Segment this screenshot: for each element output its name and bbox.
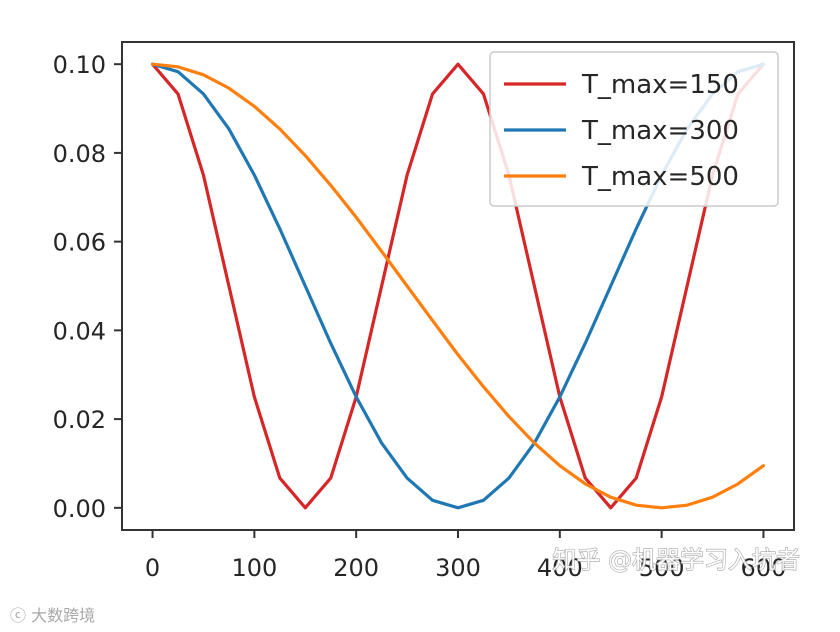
watermark-logo-icon: ⓒ — [10, 606, 27, 625]
legend-label: T_max=300 — [581, 116, 739, 146]
y-tick-label: 0.06 — [53, 229, 106, 257]
y-tick-label: 0.08 — [53, 140, 106, 168]
x-tick-label: 400 — [537, 554, 583, 582]
x-tick-label: 300 — [435, 554, 481, 582]
x-tick-label: 0 — [145, 554, 160, 582]
legend-label: T_max=500 — [581, 162, 739, 192]
y-tick-label: 0.10 — [53, 51, 106, 79]
y-tick-label: 0.04 — [53, 317, 106, 345]
watermark-text: 知乎 @机器学习入坑者 — [552, 546, 800, 574]
x-tick-label: 600 — [741, 554, 787, 582]
y-tick-label: 0.00 — [53, 495, 106, 523]
y-axis-ticks: 0.00 0.02 0.04 0.06 0.08 0.10 — [53, 51, 122, 523]
y-tick-label: 0.02 — [53, 406, 106, 434]
footer-watermark: ⓒ 大数跨境 — [10, 602, 95, 626]
x-tick-label: 100 — [231, 554, 277, 582]
legend-label: T_max=150 — [581, 70, 739, 100]
series-line-3 — [150, 62, 766, 510]
x-axis-ticks: 0 100 200 300 400 500 600 — [145, 530, 786, 582]
footer-watermark-text: 大数跨境 — [31, 606, 96, 625]
legend: T_max=150 T_max=300 T_max=500 — [489, 51, 779, 207]
x-tick-label: 500 — [639, 554, 685, 582]
x-tick-label: 200 — [333, 554, 379, 582]
series-line-1 — [150, 62, 766, 510]
legend-box — [489, 51, 779, 207]
